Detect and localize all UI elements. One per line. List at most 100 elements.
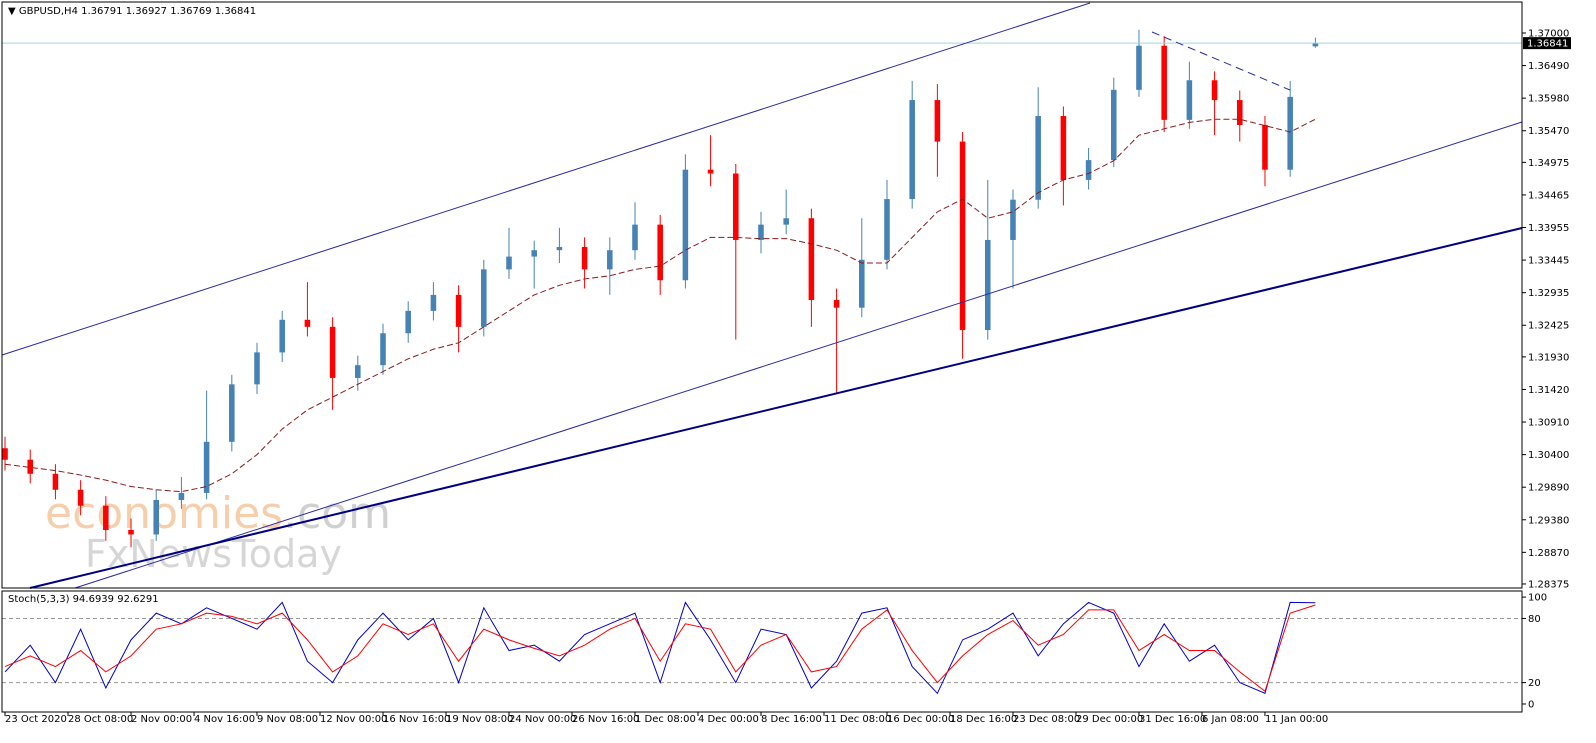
price-label: 1.36841: [1527, 39, 1568, 50]
indicator-line: [4, 604, 1316, 692]
candle-body: [682, 169, 689, 281]
candle-body: [455, 294, 462, 327]
candle-body: [355, 365, 361, 378]
indicator-value: 92.6291: [117, 594, 158, 605]
x-tick-label: 12 Nov 00:00: [320, 714, 387, 725]
indicator-name: Stoch(5,3,3): [8, 594, 70, 605]
symbol: GBPUSD,H4: [19, 6, 78, 17]
stoch-pane: 100 80 20 0: [2, 593, 1547, 710]
candle-body: [128, 529, 134, 535]
candle-body: [1186, 80, 1193, 120]
x-tick-label: 11 Jan 00:00: [1265, 714, 1328, 725]
y-tick-label: 0: [1528, 699, 1534, 710]
price-frame: [1, 1, 1523, 589]
ohlc: 1.36927: [126, 6, 167, 17]
candle-body: [304, 319, 311, 327]
x-tick-label: 24 Nov 00:00: [509, 714, 576, 725]
candle-body: [279, 319, 285, 353]
candle-body: [1136, 45, 1142, 90]
x-tick-label: 6 Jan 08:00: [1202, 714, 1259, 725]
candle-body: [430, 294, 437, 311]
candle-body: [707, 169, 714, 174]
watermark-text: FxNewsToday: [85, 532, 342, 576]
trendline: [29, 227, 1523, 589]
candle-body: [506, 256, 512, 270]
y-tick-label: 1.28870: [1528, 548, 1569, 559]
moving-average: [4, 118, 1316, 493]
candle-body: [77, 489, 84, 506]
watermark: economies.com FxNewsToday: [45, 488, 391, 576]
y-tick-label: 1.30400: [1528, 450, 1569, 461]
candle-body: [1111, 89, 1117, 161]
candle-body: [203, 441, 210, 493]
x-tick-label: 23 Dec 08:00: [1013, 714, 1080, 725]
trendline: [74, 121, 1523, 589]
candle-body: [1287, 96, 1293, 170]
x-tick-label: 16 Nov 16:00: [383, 714, 450, 725]
candle-body: [657, 224, 663, 281]
ohlc: 1.36769: [170, 6, 211, 17]
candle-body: [380, 333, 386, 366]
ohlc: 1.36841: [215, 6, 256, 17]
candle-body: [229, 384, 235, 442]
candle-body: [1035, 116, 1041, 200]
x-tick-label: 26 Nov 16:00: [572, 714, 639, 725]
y-tick-label: 1.28375: [1528, 579, 1569, 590]
candle-body: [103, 505, 109, 530]
y-tick-label: 80: [1528, 614, 1541, 625]
candle-body: [581, 246, 588, 270]
price-header: ▼ GBPUSD,H4 1.36791 1.36927 1.36769 1.36…: [8, 6, 256, 17]
x-tick-label: 4 Nov 16:00: [194, 714, 255, 725]
x-tick-label: 11 Dec 08:00: [824, 714, 891, 725]
candle-body: [808, 218, 815, 301]
x-tick-label: 28 Oct 08:00: [68, 714, 133, 725]
candle-body: [481, 269, 487, 327]
x-tick-label: 8 Dec 16:00: [761, 714, 822, 725]
x-tick-label: 23 Oct 2020: [5, 714, 67, 725]
candle-body: [884, 199, 890, 260]
y-tick-label: 1.33955: [1528, 223, 1569, 234]
candle-body: [329, 326, 336, 378]
candle-body: [153, 499, 159, 535]
candle-body: [959, 141, 966, 331]
x-tick-label: 4 Dec 00:00: [698, 714, 759, 725]
y-tick-label: 1.33445: [1528, 256, 1569, 267]
candle-body: [1161, 45, 1167, 120]
candle-body: [254, 352, 260, 385]
candle-body: [783, 218, 789, 225]
candle-body: [1060, 116, 1067, 180]
x-tick-label: 1 Dec 08:00: [635, 714, 696, 725]
y-tick-label: 1.34465: [1528, 190, 1569, 201]
trendline: [1, 2, 1091, 356]
candle-body: [1262, 124, 1268, 170]
candle-body: [758, 224, 764, 240]
y-tick-label: 1.32425: [1528, 321, 1569, 332]
y-tick-label: 1.32935: [1528, 288, 1569, 299]
y-tick-label: 1.34975: [1528, 158, 1569, 169]
trendline: [1151, 31, 1291, 91]
price-pane: 1.37000 1.36490 1.35980 1.35470 1.34975 1.344…: [2, 28, 1571, 590]
candle-body: [556, 246, 563, 251]
y-tick-label: 1.29380: [1528, 515, 1569, 526]
x-tick-label: 9 Nov 08:00: [257, 714, 318, 725]
stoch-header: Stoch(5,3,3) 94.6939 92.6291: [8, 594, 159, 605]
candle-body: [531, 250, 537, 257]
indicator-value: 94.6939: [73, 594, 114, 605]
candle-body: [632, 224, 638, 251]
y-tick-label: 1.36490: [1528, 61, 1569, 72]
candle-body: [405, 310, 411, 334]
y-tick-label: 1.30910: [1528, 418, 1569, 429]
candle-body: [1211, 80, 1218, 101]
stoch-frame: [1, 590, 1523, 713]
candle-body: [27, 459, 33, 474]
y-tick-label: 1.37000: [1528, 28, 1569, 39]
x-tick-label: 16 Dec 00:00: [887, 714, 954, 725]
y-tick-label: 1.31420: [1528, 385, 1569, 396]
candle-body: [934, 100, 941, 142]
x-tick-label: 19 Nov 08:00: [446, 714, 513, 725]
candle-body: [178, 492, 185, 500]
candle-body: [52, 473, 59, 490]
candle-body: [2, 448, 8, 460]
